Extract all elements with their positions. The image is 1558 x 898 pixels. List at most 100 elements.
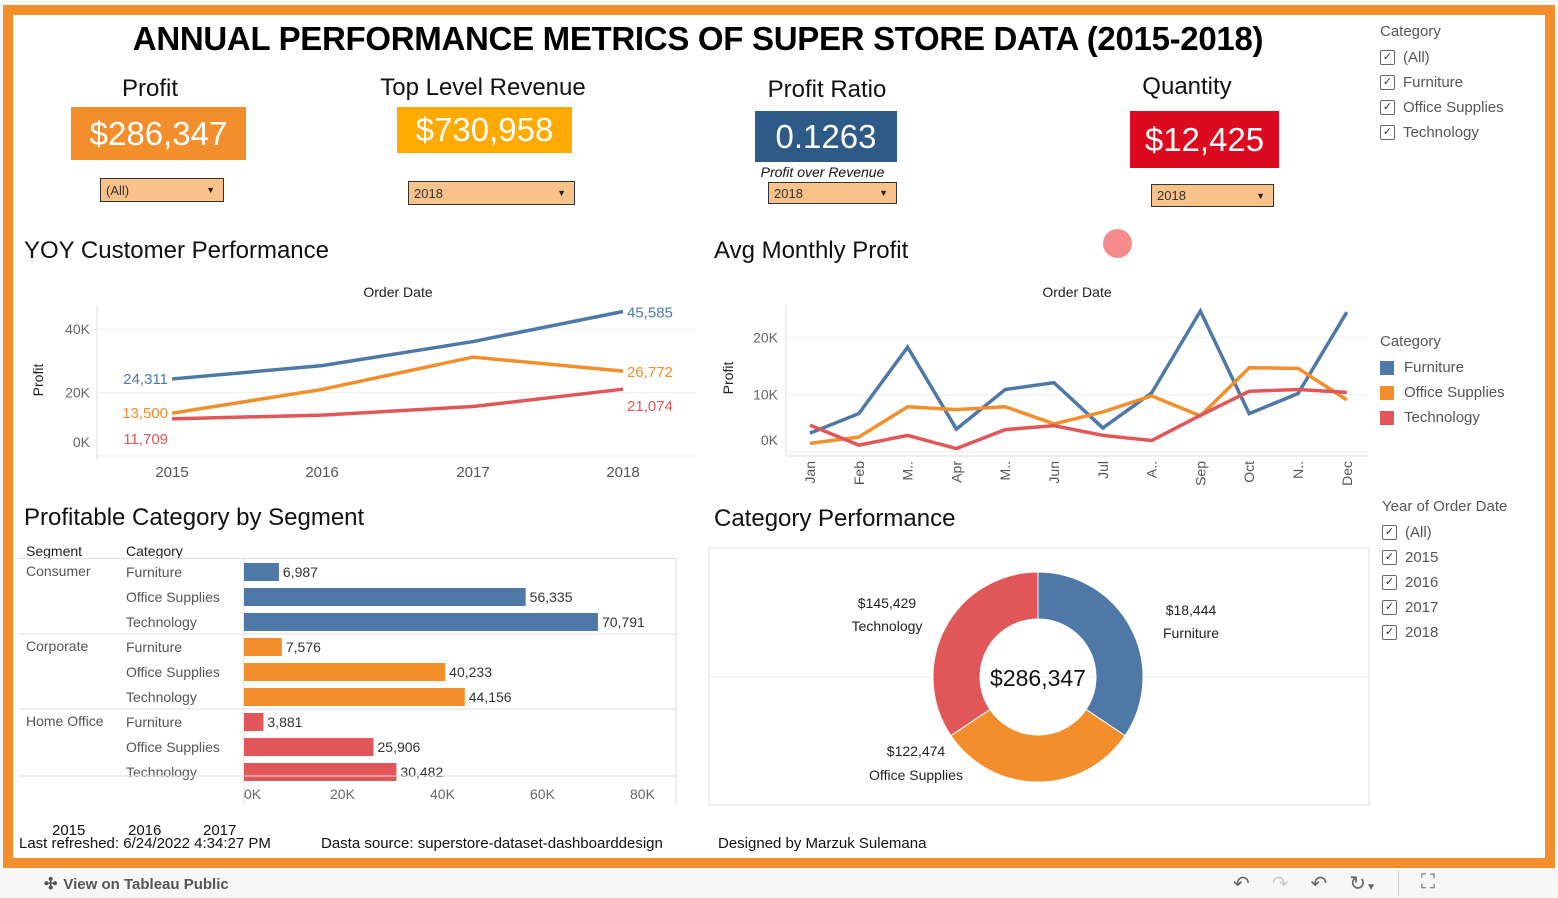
slice-value-label: $145,429 xyxy=(858,595,917,611)
data-label: 26,772 xyxy=(627,364,673,381)
category-label: Office Supplies xyxy=(126,739,220,755)
quantity-year-dropdown[interactable]: 2018 ▼ xyxy=(1151,184,1274,207)
checkbox-checked-icon[interactable]: ✓ xyxy=(1382,600,1397,615)
x-tick-label: 20K xyxy=(330,786,356,802)
dropdown-arrow-icon: ▼ xyxy=(206,185,215,195)
dropdown-arrow-icon[interactable]: ▼ xyxy=(1366,882,1376,893)
filter-option-label: 2017 xyxy=(1405,599,1439,616)
bar xyxy=(244,563,279,581)
legend-label: Technology xyxy=(1404,409,1480,426)
category-legend: Category Furniture Office Supplies Technol… xyxy=(1380,333,1505,430)
filter-option[interactable]: ✓ Office Supplies xyxy=(1380,95,1504,120)
filter-option[interactable]: ✓ 2017 xyxy=(1382,595,1507,620)
y-tick-label: 0K xyxy=(761,432,779,448)
series-line-furniture xyxy=(171,309,624,381)
filter-option[interactable]: ✓ Technology xyxy=(1380,120,1504,145)
filter-option[interactable]: ✓ Furniture xyxy=(1380,70,1504,95)
bar xyxy=(244,763,397,781)
donut-slice-furniture xyxy=(1037,571,1144,737)
slice-name-label: Furniture xyxy=(1163,625,1219,641)
view-on-tableau-link[interactable]: ✣ View on Tableau Public xyxy=(44,874,229,894)
toolbar-divider xyxy=(1397,871,1399,896)
refresh-icon[interactable]: ↻▼ xyxy=(1349,873,1376,895)
x-tick-label: 80K xyxy=(630,786,656,802)
legend-item[interactable]: Office Supplies xyxy=(1380,380,1505,405)
x-tick-label: 60K xyxy=(530,786,556,802)
x-axis-title: Order Date xyxy=(363,284,432,300)
segment-label: Home Office xyxy=(26,713,104,729)
legend-item[interactable]: Furniture xyxy=(1380,355,1505,380)
category-label: Furniture xyxy=(126,564,182,580)
x-tick-label: M.. xyxy=(900,461,916,480)
segment-label: Consumer xyxy=(26,563,91,579)
undo-icon[interactable]: ↶ xyxy=(1233,873,1250,895)
x-tick-label: Feb xyxy=(851,461,867,485)
bar xyxy=(244,663,446,681)
checkbox-checked-icon[interactable]: ✓ xyxy=(1380,125,1395,140)
filter-option-label: Furniture xyxy=(1403,74,1464,91)
x-tick-label: 2018 xyxy=(606,464,639,481)
designer-credit: Designed by Marzuk Sulemana xyxy=(718,835,927,852)
ratio-year-dropdown[interactable]: 2018 ▼ xyxy=(768,182,897,204)
filter-option-label: (All) xyxy=(1405,524,1432,541)
ratio-caption: Profit over Revenue xyxy=(760,164,885,180)
revenue-year-dropdown[interactable]: 2018 ▼ xyxy=(408,181,575,205)
legend-item[interactable]: Technology xyxy=(1380,405,1505,430)
bar xyxy=(244,638,282,656)
dashboard-title: ANNUAL PERFORMANCE METRICS OF SUPER STOR… xyxy=(132,20,1264,57)
filter-option[interactable]: ✓ (All) xyxy=(1382,520,1507,545)
revenue-kpi: $730,958 xyxy=(397,107,572,153)
redo-icon[interactable]: ↷ xyxy=(1271,873,1289,895)
bar-value-label: 40,233 xyxy=(449,664,492,680)
category-label: Technology xyxy=(126,614,197,630)
category-performance-title: Category Performance xyxy=(714,505,956,532)
profit-year-dropdown[interactable]: (All) ▼ xyxy=(100,178,224,202)
filter-option[interactable]: ✓ 2018 xyxy=(1382,620,1507,645)
category-filter-title: Category xyxy=(1380,23,1441,40)
y-tick-label: 40K xyxy=(65,321,91,337)
tableau-toolbar: ✣ View on Tableau Public ↶ ↷ ↶ ↻▼ ⛶ xyxy=(0,868,1558,898)
ratio-kpi: 0.1263 xyxy=(755,111,897,162)
y-axis-title: Profit xyxy=(720,362,736,395)
bar-value-label: 7,576 xyxy=(286,639,321,655)
dropdown-value: 2018 xyxy=(774,185,803,201)
checkbox-checked-icon[interactable]: ✓ xyxy=(1380,50,1395,65)
data-label: 11,709 xyxy=(123,431,168,448)
filter-option-label: 2018 xyxy=(1405,624,1439,641)
year-filter: Year of Order Date ✓ (All) ✓ 2015 ✓ 2016 ✓ 2017… xyxy=(1382,498,1507,645)
checkbox-checked-icon[interactable]: ✓ xyxy=(1382,575,1397,590)
slice-name-label: Technology xyxy=(852,618,923,634)
x-tick-label: N.. xyxy=(1290,461,1306,479)
y-tick-label: 20K xyxy=(65,385,91,401)
legend-swatch xyxy=(1380,410,1394,425)
x-tick-label: Jun xyxy=(1046,461,1062,484)
filter-option-label: Technology xyxy=(1403,124,1479,141)
filter-option[interactable]: ✓ 2016 xyxy=(1382,570,1507,595)
filter-option[interactable]: ✓ 2015 xyxy=(1382,545,1507,570)
fullscreen-icon[interactable]: ⛶ xyxy=(1420,871,1435,893)
bar xyxy=(244,688,465,706)
checkbox-checked-icon[interactable]: ✓ xyxy=(1382,625,1397,640)
donut-slice-office-supplies xyxy=(950,708,1126,783)
legend-label: Furniture xyxy=(1404,359,1465,376)
data-source: Dasta source: superstore-dataset-dashboa… xyxy=(321,835,663,852)
category-label: Technology xyxy=(126,764,197,780)
x-tick-label: Jan xyxy=(802,461,818,484)
legend-swatch xyxy=(1380,385,1394,400)
revert-icon[interactable]: ↶ xyxy=(1310,873,1328,895)
checkbox-checked-icon[interactable]: ✓ xyxy=(1382,550,1397,565)
x-tick-label: 2015 xyxy=(155,464,188,481)
quantity-kpi: $12,425 xyxy=(1130,111,1279,168)
series-line-office-supplies xyxy=(809,366,1348,446)
bar-value-label: 70,791 xyxy=(602,614,645,630)
x-tick-label: A.. xyxy=(1144,461,1160,478)
checkbox-checked-icon[interactable]: ✓ xyxy=(1382,525,1397,540)
filter-option[interactable]: ✓ (All) xyxy=(1380,45,1504,70)
checkbox-checked-icon[interactable]: ✓ xyxy=(1380,75,1395,90)
cursor-highlight xyxy=(1103,229,1132,258)
data-label: 24,311 xyxy=(123,371,168,388)
checkbox-checked-icon[interactable]: ✓ xyxy=(1380,100,1395,115)
dropdown-arrow-icon: ▼ xyxy=(1256,190,1265,201)
bar-value-label: 56,335 xyxy=(530,589,573,605)
